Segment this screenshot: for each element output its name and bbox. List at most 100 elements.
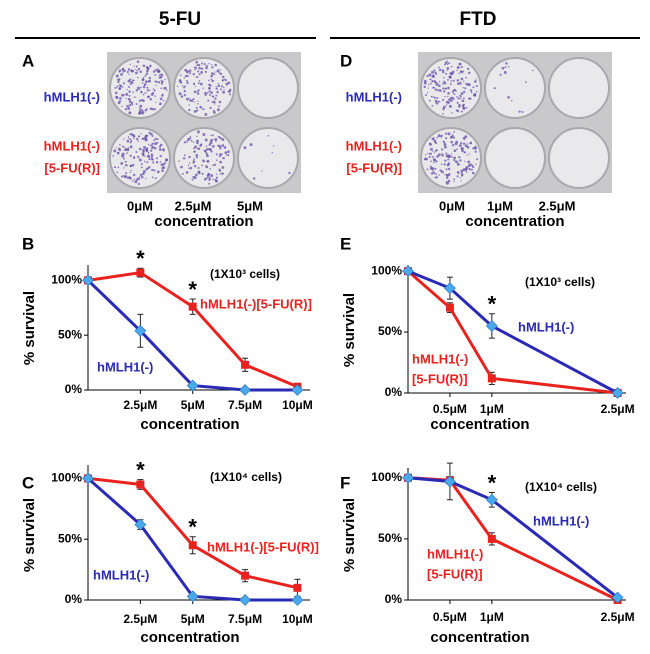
col-label: 0μM bbox=[439, 198, 465, 213]
row-label: hMLH1(-) bbox=[44, 138, 100, 153]
dish bbox=[237, 127, 299, 189]
colony bbox=[185, 171, 189, 174]
colony bbox=[204, 112, 208, 116]
colony bbox=[442, 82, 444, 85]
colony bbox=[475, 78, 477, 80]
colony bbox=[123, 176, 127, 179]
colony bbox=[455, 140, 459, 144]
marker bbox=[186, 379, 199, 392]
colony bbox=[468, 84, 470, 86]
colony bbox=[195, 67, 198, 69]
row-label: hMLH1(-) bbox=[44, 89, 100, 104]
colony bbox=[155, 101, 157, 103]
colony bbox=[430, 166, 433, 169]
dish bbox=[237, 57, 299, 119]
colony bbox=[148, 131, 151, 135]
colony bbox=[188, 104, 190, 106]
colony bbox=[127, 136, 130, 138]
colony bbox=[252, 177, 256, 180]
colony bbox=[436, 155, 439, 158]
colony bbox=[447, 78, 449, 81]
colony bbox=[221, 138, 225, 141]
colony bbox=[141, 172, 145, 176]
colony bbox=[209, 141, 213, 145]
colony bbox=[160, 79, 163, 82]
colony bbox=[442, 112, 444, 115]
colony bbox=[446, 163, 450, 167]
colony bbox=[434, 88, 438, 91]
colony bbox=[123, 167, 125, 169]
y-axis-title: % survival bbox=[21, 498, 38, 572]
marker bbox=[186, 590, 199, 603]
colony bbox=[453, 158, 456, 162]
panel-letter: A bbox=[22, 51, 34, 70]
colony bbox=[122, 69, 125, 72]
colony bbox=[209, 84, 211, 87]
row-label: hMLH1(-) bbox=[346, 89, 402, 104]
colony bbox=[453, 93, 456, 96]
note: (1X10³ cells) bbox=[210, 267, 280, 281]
colony bbox=[146, 89, 150, 92]
colony bbox=[432, 171, 436, 175]
colony bbox=[118, 78, 121, 80]
colony bbox=[127, 107, 131, 110]
colony bbox=[464, 160, 466, 163]
colony bbox=[451, 156, 454, 158]
colony bbox=[462, 90, 466, 94]
colony bbox=[159, 154, 162, 158]
colony bbox=[133, 79, 135, 82]
dish bbox=[548, 127, 610, 189]
colony bbox=[137, 182, 141, 186]
colony bbox=[228, 93, 232, 96]
colony bbox=[195, 106, 198, 109]
colony bbox=[440, 163, 443, 165]
colony bbox=[460, 142, 463, 145]
colony bbox=[210, 150, 213, 153]
colony bbox=[433, 80, 437, 84]
x-tick-label: 2.5μM bbox=[123, 612, 157, 626]
col-label: 2.5μM bbox=[539, 198, 576, 213]
colony bbox=[460, 110, 463, 113]
marker bbox=[241, 571, 250, 580]
colony bbox=[130, 133, 134, 136]
y-tick-label: 0% bbox=[65, 592, 83, 606]
colony bbox=[214, 97, 217, 100]
colony bbox=[185, 97, 189, 101]
colony bbox=[140, 108, 143, 111]
y-tick-label: 0% bbox=[385, 592, 403, 606]
colony bbox=[472, 147, 475, 150]
colony bbox=[213, 138, 215, 140]
colony bbox=[475, 163, 477, 166]
colony bbox=[193, 147, 195, 150]
series-line bbox=[407, 269, 618, 395]
marker bbox=[291, 594, 304, 606]
colony bbox=[435, 84, 438, 86]
colony bbox=[218, 145, 222, 148]
colony bbox=[180, 95, 184, 98]
colony bbox=[447, 132, 451, 136]
colony bbox=[207, 99, 210, 102]
colony bbox=[532, 69, 534, 72]
colony bbox=[474, 146, 477, 149]
marker bbox=[611, 387, 624, 399]
colony bbox=[160, 73, 162, 76]
colony bbox=[194, 145, 197, 149]
colony bbox=[138, 99, 142, 102]
colony bbox=[133, 157, 136, 160]
y-tick-label: 100% bbox=[51, 471, 82, 485]
y-tick-label: 50% bbox=[58, 531, 82, 545]
colony bbox=[444, 87, 446, 90]
colony bbox=[204, 92, 207, 95]
column-title: 5-FU bbox=[159, 9, 201, 30]
colony bbox=[465, 106, 468, 109]
colony bbox=[161, 148, 165, 152]
colony bbox=[128, 94, 131, 97]
colony bbox=[150, 149, 153, 152]
colony bbox=[146, 134, 149, 137]
colony bbox=[158, 81, 161, 84]
colony bbox=[153, 89, 156, 92]
colony bbox=[425, 94, 427, 96]
colony bbox=[206, 176, 209, 179]
colony bbox=[136, 178, 139, 181]
colony bbox=[466, 145, 470, 149]
